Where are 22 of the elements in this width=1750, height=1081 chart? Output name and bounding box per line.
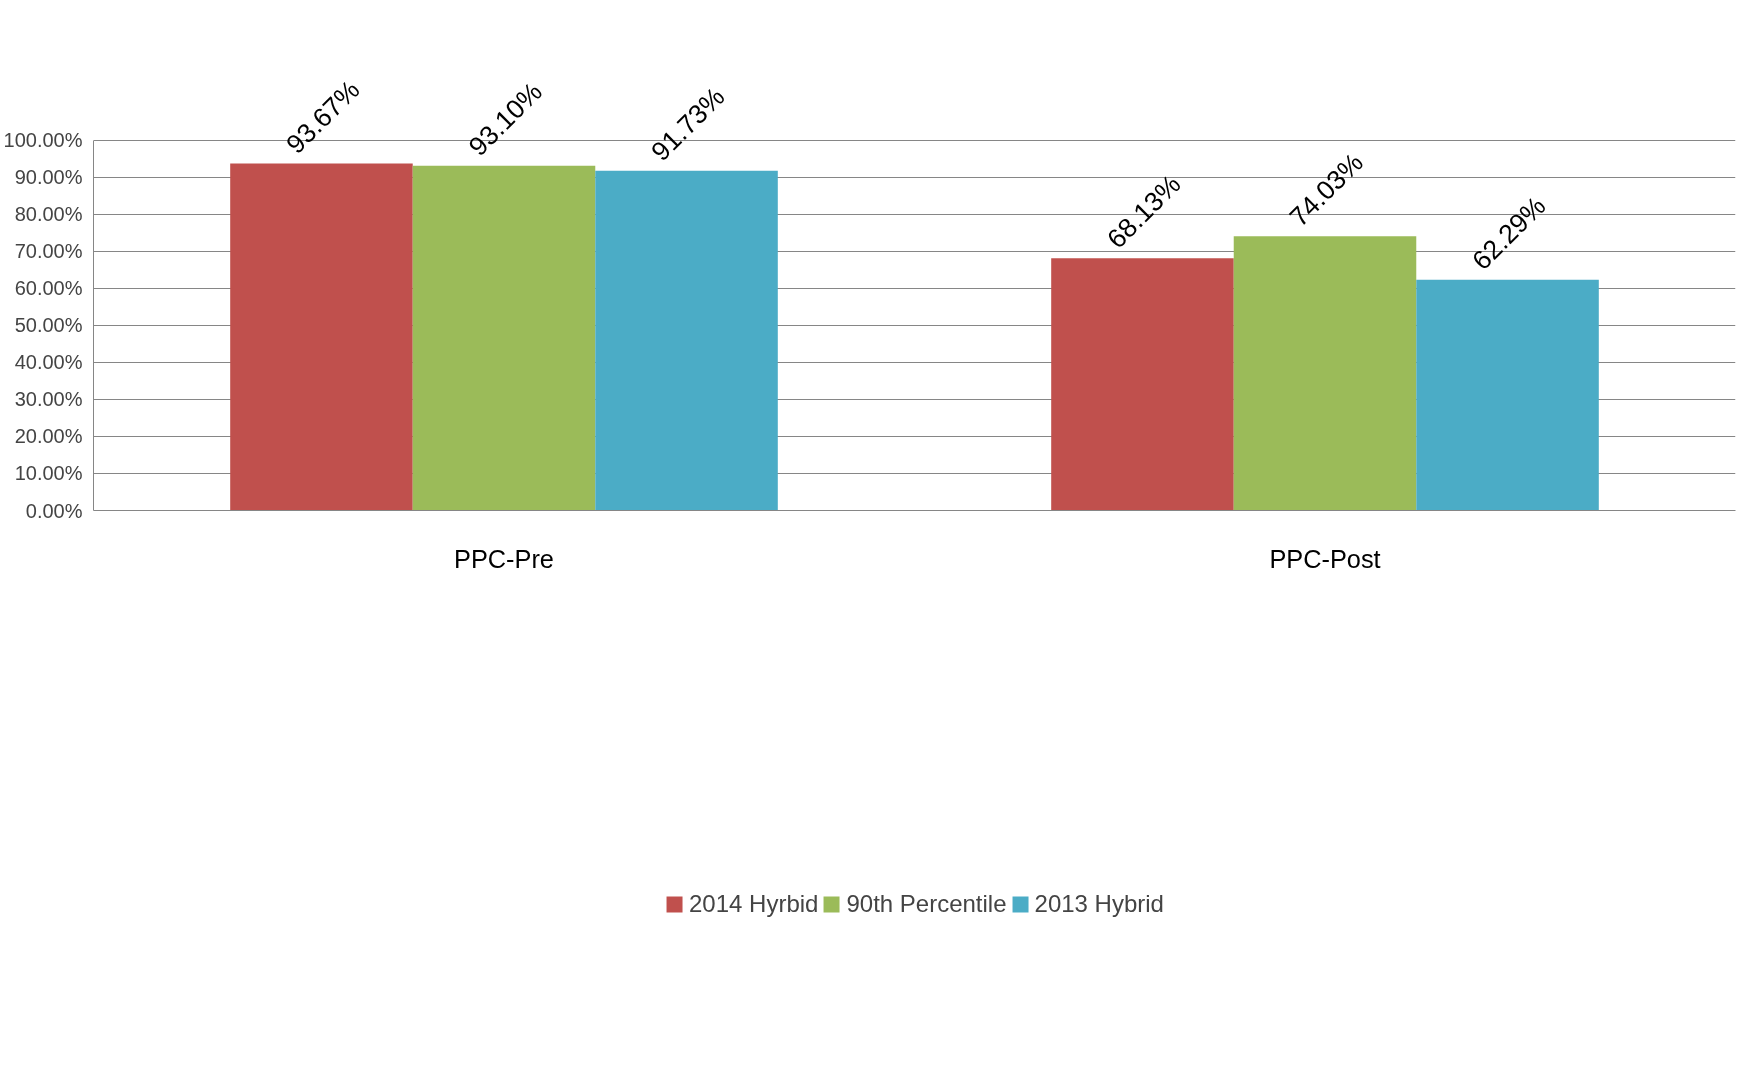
y-tick-label: 80.00% [14, 203, 83, 226]
y-tick-label: 10.00% [14, 462, 83, 485]
y-tick-label: 90.00% [14, 166, 83, 189]
y-tick-label: 70.00% [14, 240, 83, 263]
bar [412, 165, 596, 511]
x-tick-label: PPC-Pre [454, 544, 554, 573]
y-tick-label: 0.00% [25, 499, 83, 522]
bar [230, 163, 413, 511]
y-tick-label: 20.00% [14, 425, 83, 448]
x-tick-label: PPC-Post [1269, 544, 1381, 573]
y-tick-label: 40.00% [14, 351, 83, 374]
legend-label: 90th Percentile [846, 889, 1007, 918]
y-tick-label: 60.00% [14, 277, 83, 300]
bar [1416, 279, 1599, 511]
legend-label: 2013 Hybrid [1034, 889, 1164, 918]
legend-label: 2014 Hyrbid [689, 889, 819, 918]
y-tick-label: 100.00% [3, 129, 83, 152]
y-tick-label: 50.00% [14, 314, 83, 337]
bar [1233, 236, 1417, 511]
y-tick-label: 30.00% [14, 388, 83, 411]
bar [1051, 258, 1234, 511]
bar [595, 170, 778, 511]
